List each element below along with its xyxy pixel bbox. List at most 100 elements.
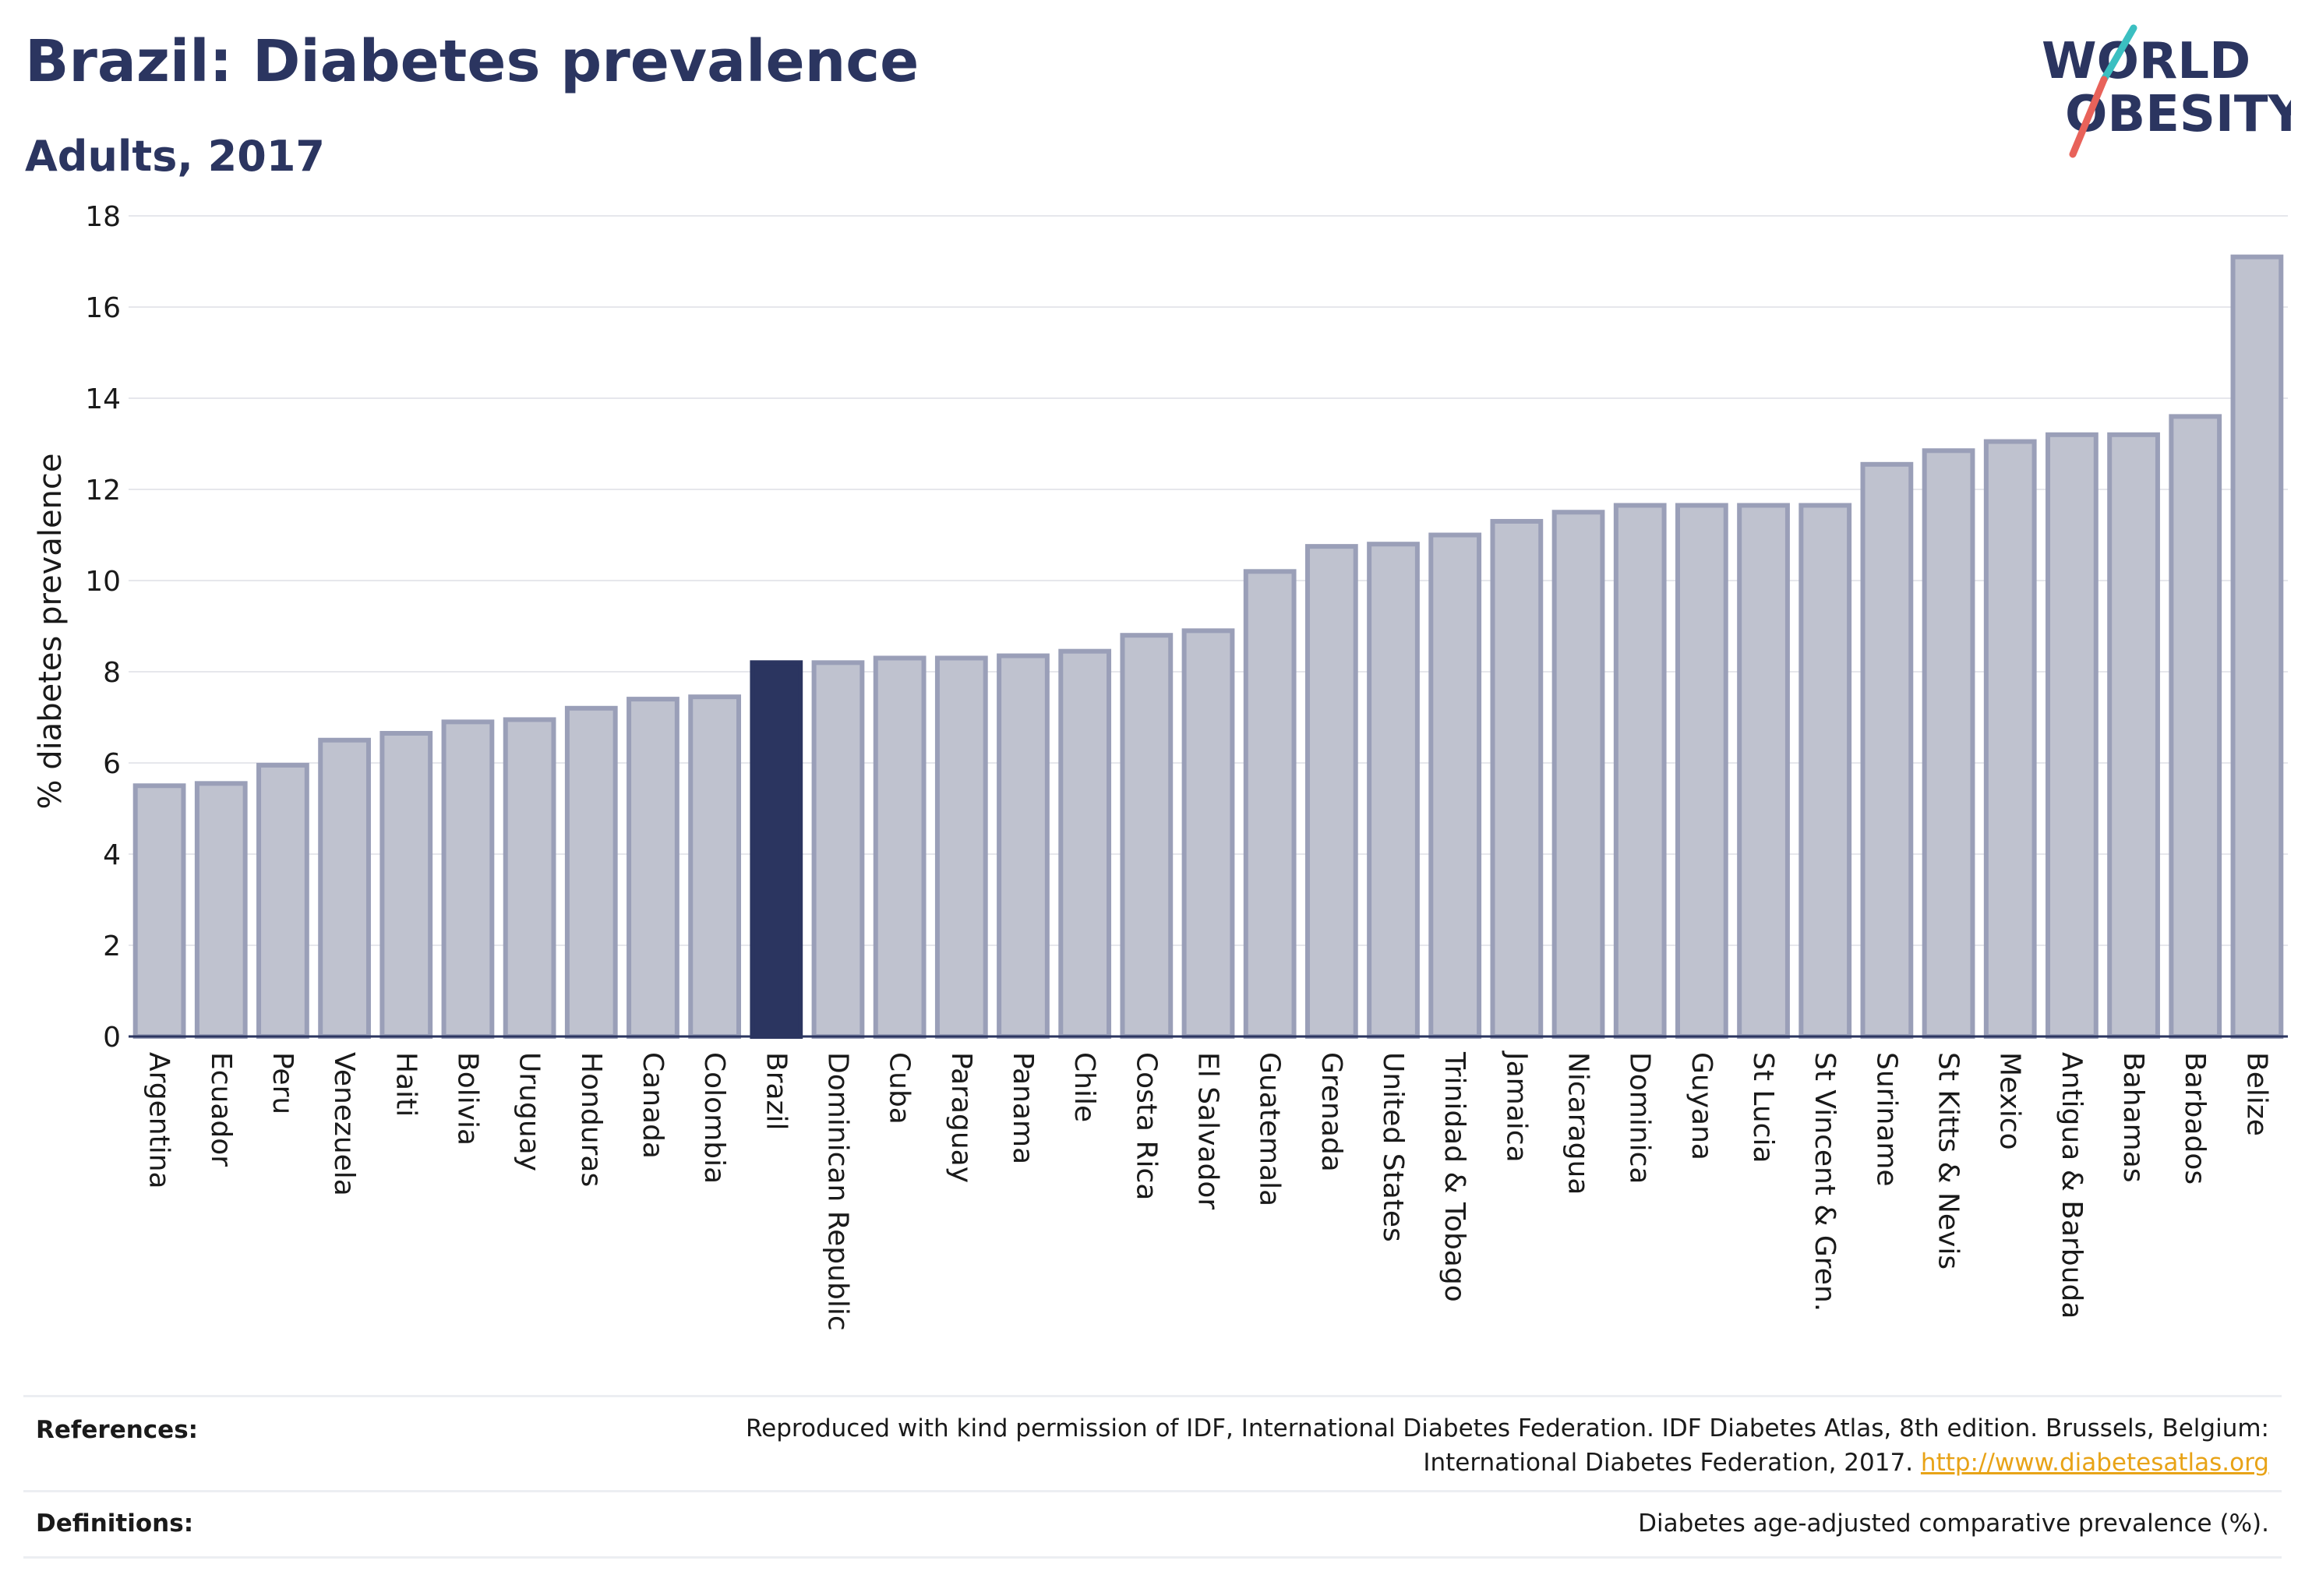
x-tick-label: Brazil: [760, 1052, 792, 1130]
x-tick-label: Ecuador: [205, 1052, 237, 1167]
x-tick-label: Paraguay: [945, 1052, 977, 1183]
y-tick-label: 12: [85, 475, 121, 507]
y-tick-label: 6: [103, 748, 121, 780]
x-tick-label: Jamaica: [1500, 1050, 1532, 1163]
references-line-2-text: International Diabetes Federation, 2017.: [1423, 1449, 1914, 1477]
logo-text-world: WORLD: [2042, 33, 2250, 90]
definitions-row: Definitions: Diabetes age-adjusted compa…: [23, 1490, 2282, 1559]
x-tick-label: Panama: [1007, 1052, 1039, 1164]
bar-st-lucia: [1737, 503, 1790, 1040]
x-tick-label: St Lucia: [1747, 1052, 1779, 1163]
x-tick-label: Guyana: [1686, 1052, 1717, 1160]
bar-uruguay: [503, 717, 556, 1039]
x-tick-label: United States: [1377, 1052, 1409, 1242]
bar-peru: [256, 762, 309, 1039]
diabetes-atlas-link[interactable]: http://www.diabetesatlas.org: [1920, 1449, 2269, 1477]
x-tick-label: Costa Rica: [1130, 1052, 1162, 1200]
references-line-1: Reproduced with kind permission of IDF, …: [746, 1414, 2269, 1442]
bar-brazil: [750, 660, 803, 1039]
bar-canada: [627, 697, 679, 1039]
x-tick-label: Trinidad & Tobago: [1438, 1051, 1470, 1302]
bar-venezuela: [318, 737, 371, 1039]
bar-nicaragua: [1551, 510, 1605, 1039]
bar-chart: % diabetes prevalence 0 2 4 6 8 10 12 14 16 18 Ar…: [33, 201, 2288, 1331]
chart-title: Brazil: Diabetes prevalence: [25, 28, 920, 95]
bar-jamaica: [1490, 518, 1544, 1039]
bar-ecuador: [194, 781, 248, 1039]
references-label: References:: [36, 1416, 199, 1444]
x-tick-label: Suriname: [1870, 1052, 1902, 1187]
x-tick-label: Peru: [267, 1052, 298, 1114]
bar-st-vincent-gren-: [1798, 503, 1852, 1040]
x-tick-label: Uruguay: [514, 1052, 545, 1171]
x-tick-label: St Kitts & Nevis: [1933, 1052, 1964, 1269]
y-axis-ticks: 0 2 4 6 8 10 12 14 16 18: [85, 201, 121, 1054]
bars: [132, 254, 2284, 1040]
y-tick-label: 14: [85, 383, 121, 415]
bar-trinidad-tobago: [1428, 532, 1482, 1039]
x-tick-label: Grenada: [1315, 1052, 1347, 1172]
x-tick-label: Barbados: [2179, 1052, 2211, 1185]
references-text: Reproduced with kind permission of IDF, …: [746, 1411, 2269, 1480]
bar-colombia: [688, 694, 742, 1039]
bar-cuba: [873, 655, 927, 1039]
x-tick-label: St Vincent & Gren.: [1809, 1052, 1841, 1312]
y-axis-title: % diabetes prevalence: [33, 453, 69, 809]
x-tick-label: Honduras: [575, 1052, 607, 1187]
x-tick-label: Colombia: [698, 1052, 730, 1184]
x-tick-label: Bahamas: [2117, 1052, 2149, 1183]
x-tick-label: El Salvador: [1192, 1052, 1224, 1209]
x-tick-label: Mexico: [1994, 1052, 2026, 1150]
bar-dominican-republic: [811, 660, 865, 1039]
world-obesity-logo: WORLD OBESITY: [2042, 24, 2291, 158]
y-tick-label: 2: [103, 930, 121, 962]
x-tick-label: Nicaragua: [1562, 1052, 1594, 1195]
logo-slash-teal-icon: [2100, 24, 2137, 83]
bar-bahamas: [2107, 432, 2160, 1039]
y-tick-label: 10: [85, 566, 121, 598]
bar-chile: [1058, 648, 1112, 1039]
x-tick-label: Haiti: [390, 1052, 422, 1117]
bar-paraguay: [934, 655, 988, 1039]
y-tick-label: 16: [85, 292, 121, 324]
bar-barbados: [2169, 414, 2222, 1039]
bar-mexico: [1983, 439, 2037, 1039]
y-tick-label: 0: [103, 1022, 121, 1054]
bar-united-states: [1367, 542, 1420, 1039]
x-tick-label: Canada: [637, 1052, 669, 1159]
footer: References: Reproduced with kind permiss…: [23, 1395, 2282, 1566]
x-tick-label: Belize: [2240, 1052, 2272, 1136]
bar-st-kitts-nevis: [1922, 448, 1975, 1039]
bar-dominica: [1613, 503, 1667, 1040]
logo-slash-red-icon: [2069, 76, 2108, 158]
x-tick-label: Guatemala: [1254, 1052, 1286, 1206]
x-tick-label: Argentina: [143, 1052, 175, 1189]
y-tick-label: 8: [103, 657, 121, 689]
y-tick-label: 4: [103, 839, 121, 871]
bar-belize: [2230, 254, 2284, 1039]
bar-suriname: [1860, 461, 1914, 1039]
bar-antigua-barbuda: [2046, 432, 2099, 1039]
bar-honduras: [564, 705, 618, 1039]
bar-grenada: [1304, 544, 1358, 1039]
bar-panama: [997, 653, 1050, 1040]
x-tick-label: Antigua & Barbuda: [2056, 1052, 2088, 1319]
x-tick-label: Venezuela: [328, 1052, 360, 1196]
x-tick-label: Bolivia: [451, 1052, 483, 1146]
references-line-2: International Diabetes Federation, 2017.…: [746, 1446, 2269, 1480]
bar-haiti: [379, 730, 433, 1039]
x-tick-label: Dominican Republic: [821, 1052, 853, 1331]
bar-guatemala: [1243, 569, 1297, 1039]
logo-text-obesity: OBESITY: [2065, 86, 2291, 143]
x-tick-label: Chile: [1068, 1052, 1100, 1122]
definitions-label: Definitions:: [36, 1509, 194, 1538]
bar-el-salvador: [1181, 628, 1235, 1039]
y-tick-label: 18: [85, 201, 121, 233]
bar-bolivia: [441, 719, 495, 1039]
bar-guyana: [1675, 503, 1728, 1040]
chart-subtitle: Adults, 2017: [25, 132, 325, 181]
x-tick-label: Cuba: [884, 1052, 916, 1125]
bar-costa-rica: [1120, 633, 1174, 1039]
x-tick-label: Dominica: [1624, 1052, 1656, 1185]
references-row: References: Reproduced with kind permiss…: [23, 1395, 2282, 1492]
